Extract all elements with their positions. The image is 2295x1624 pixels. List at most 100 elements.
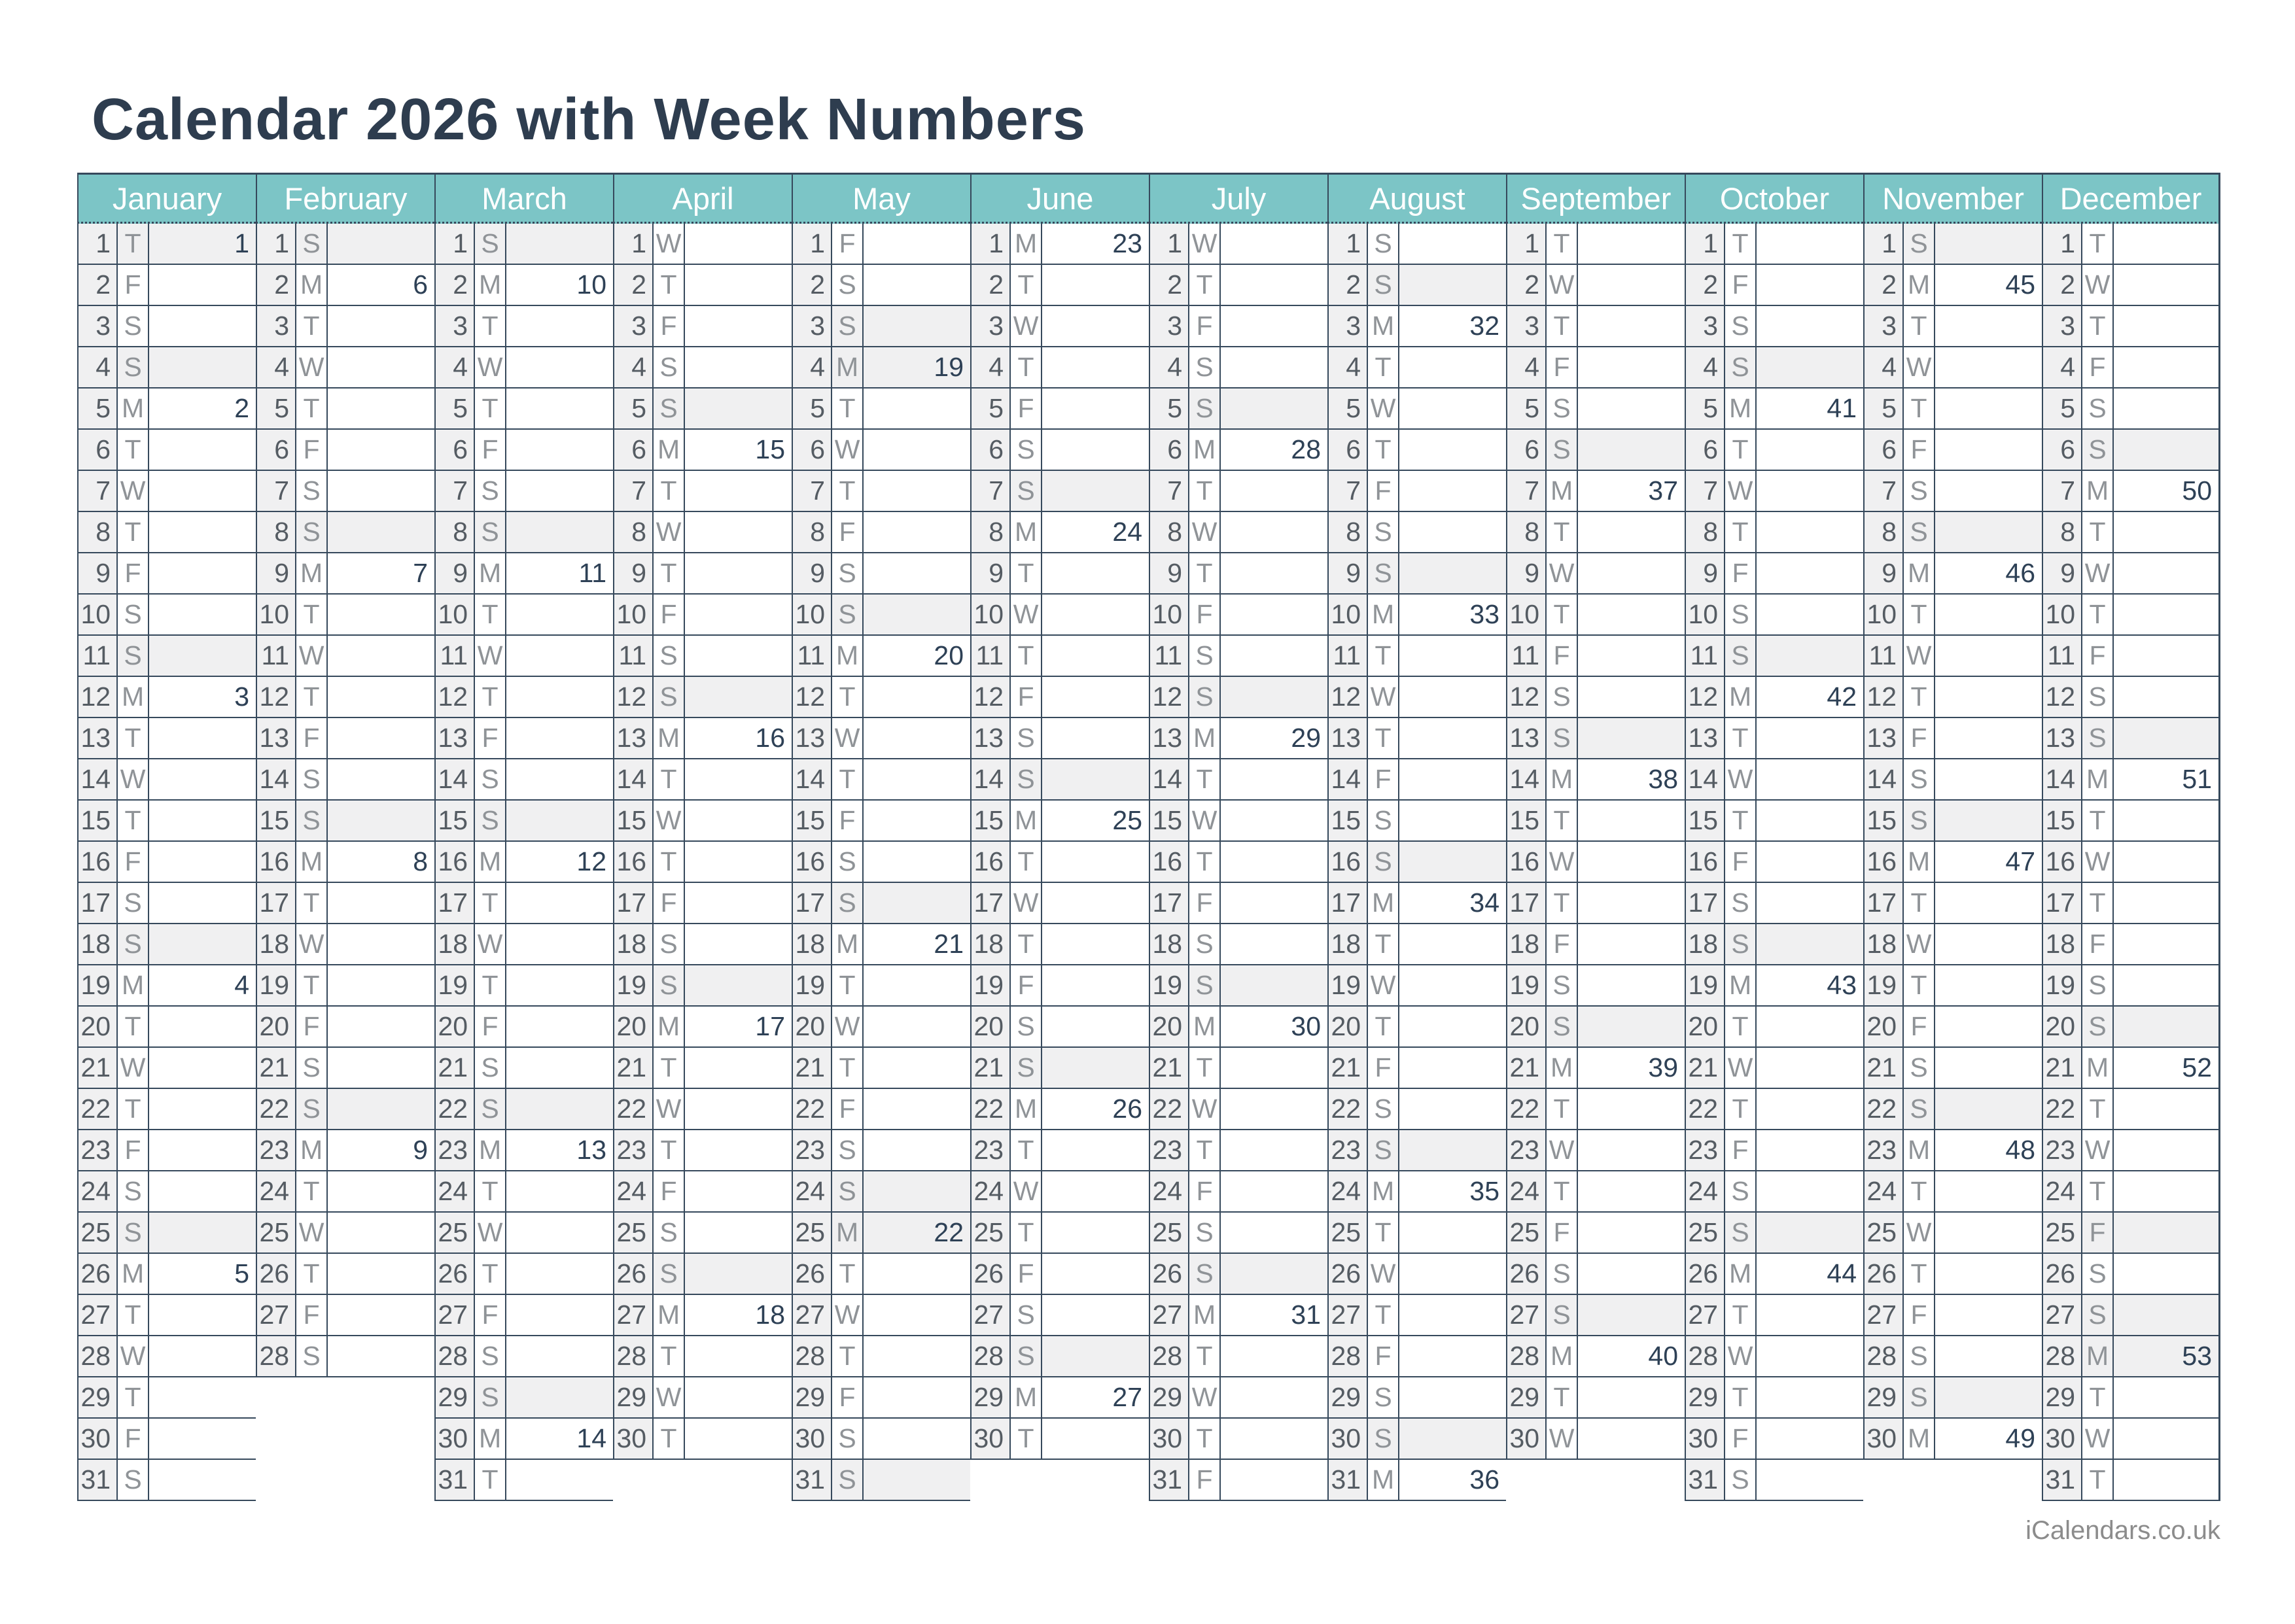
day-number-cell: 25 bbox=[1506, 1213, 1546, 1254]
week-number-cell bbox=[684, 1419, 792, 1460]
week-number-cell bbox=[2112, 389, 2220, 430]
week-number-cell: 16 bbox=[684, 718, 792, 759]
day-number-cell: 10 bbox=[1327, 595, 1367, 636]
day-letter-cell: F bbox=[295, 430, 327, 471]
day-row: 19 W bbox=[1327, 965, 1506, 1007]
day-row: 17 F bbox=[1149, 883, 1327, 924]
day-number-cell: 27 bbox=[613, 1295, 653, 1336]
day-letter-cell: S bbox=[831, 595, 863, 636]
day-row: 14 M 38 bbox=[1506, 759, 1685, 801]
week-number-cell bbox=[148, 883, 256, 924]
day-number-cell: 17 bbox=[2042, 883, 2082, 924]
week-number-cell bbox=[1755, 924, 1863, 965]
day-letter-cell: M bbox=[474, 842, 506, 883]
day-letter-cell: T bbox=[1545, 801, 1577, 842]
week-number-cell bbox=[1041, 347, 1149, 389]
week-number-cell bbox=[326, 1089, 434, 1130]
week-number-cell: 11 bbox=[505, 553, 613, 595]
day-number-cell: 7 bbox=[434, 471, 474, 512]
day-row: 24 T bbox=[434, 1171, 613, 1213]
day-letter-cell: M bbox=[1902, 1130, 1935, 1171]
week-number-cell: 42 bbox=[1755, 677, 1863, 718]
day-row: 29 W bbox=[1149, 1377, 1327, 1419]
week-number-cell bbox=[684, 636, 792, 677]
day-row: 24 S bbox=[792, 1171, 970, 1213]
day-number-cell: 26 bbox=[970, 1254, 1010, 1295]
day-number-cell: 1 bbox=[256, 224, 296, 265]
day-number-cell: 29 bbox=[613, 1377, 653, 1419]
day-letter-cell: M bbox=[116, 965, 149, 1007]
day-row: 16 S bbox=[792, 842, 970, 883]
week-number-cell: 2 bbox=[148, 389, 256, 430]
day-row: 26 T bbox=[792, 1254, 970, 1295]
day-letter-cell: M bbox=[1724, 1254, 1756, 1295]
month-column: May 1 F 2 S 3 S 4 M 19 5 T 6 W 7 T 8 F 9 S 10 S 11 M 20 12 T 13 W 14 T… bbox=[792, 173, 970, 1501]
week-number-cell bbox=[1934, 471, 2042, 512]
day-row: 28 W bbox=[77, 1336, 256, 1377]
day-letter-cell: S bbox=[2081, 965, 2113, 1007]
week-number-cell bbox=[326, 389, 434, 430]
day-row: 18 S bbox=[1685, 924, 1863, 965]
day-letter-cell: S bbox=[1188, 389, 1220, 430]
month-column: June 1 M 23 2 T 3 W 4 T 5 F 6 S 7 S 8 M 24 9 T 10 W 11 T 12 F 13 S 14… bbox=[970, 173, 1149, 1460]
day-row: 23 F bbox=[77, 1130, 256, 1171]
day-number-cell: 22 bbox=[613, 1089, 653, 1130]
week-number-cell bbox=[684, 1048, 792, 1089]
day-letter-cell: F bbox=[1545, 636, 1577, 677]
week-number-cell bbox=[1755, 1377, 1863, 1419]
day-row: 18 W bbox=[256, 924, 434, 965]
day-row: 13 M 29 bbox=[1149, 718, 1327, 759]
day-letter-cell: S bbox=[116, 636, 149, 677]
day-letter-cell: F bbox=[1367, 1048, 1399, 1089]
day-number-cell: 10 bbox=[2042, 595, 2082, 636]
week-number-cell bbox=[1041, 718, 1149, 759]
day-row: 25 F bbox=[1506, 1213, 1685, 1254]
week-number-cell: 34 bbox=[1398, 883, 1506, 924]
week-number-cell bbox=[2112, 965, 2220, 1007]
day-number-cell: 2 bbox=[1327, 265, 1367, 306]
day-number-cell: 10 bbox=[77, 595, 117, 636]
day-letter-cell: T bbox=[831, 471, 863, 512]
day-row: 28 M 53 bbox=[2042, 1336, 2220, 1377]
day-row: 21 T bbox=[792, 1048, 970, 1089]
day-letter-cell: S bbox=[2081, 718, 2113, 759]
day-number-cell: 27 bbox=[1506, 1295, 1546, 1336]
week-number-cell bbox=[1398, 265, 1506, 306]
day-row: 21 S bbox=[1863, 1048, 2042, 1089]
day-number-cell: 1 bbox=[613, 224, 653, 265]
day-number-cell: 20 bbox=[2042, 1007, 2082, 1048]
day-letter-cell: T bbox=[1902, 1254, 1935, 1295]
day-number-cell: 29 bbox=[2042, 1377, 2082, 1419]
week-number-cell bbox=[684, 1336, 792, 1377]
day-row: 30 W bbox=[1506, 1419, 1685, 1460]
day-row: 19 S bbox=[2042, 965, 2220, 1007]
day-letter-cell: T bbox=[295, 677, 327, 718]
week-number-cell bbox=[1398, 1089, 1506, 1130]
day-number-cell: 20 bbox=[970, 1007, 1010, 1048]
day-letter-cell: M bbox=[1009, 1089, 1042, 1130]
week-number-cell bbox=[1755, 224, 1863, 265]
week-number-cell bbox=[684, 512, 792, 553]
day-number-cell: 3 bbox=[2042, 306, 2082, 347]
month-header: July bbox=[1149, 173, 1327, 224]
day-number-cell: 16 bbox=[1506, 842, 1546, 883]
day-row: 28 T bbox=[1149, 1336, 1327, 1377]
week-number-cell bbox=[2112, 512, 2220, 553]
week-number-cell bbox=[684, 759, 792, 801]
day-number-cell: 25 bbox=[77, 1213, 117, 1254]
day-number-cell: 10 bbox=[792, 595, 832, 636]
day-row: 12 S bbox=[2042, 677, 2220, 718]
day-row: 20 S bbox=[1506, 1007, 1685, 1048]
day-letter-cell: T bbox=[1545, 1089, 1577, 1130]
day-letter-cell: S bbox=[1009, 1007, 1042, 1048]
day-letter-cell: F bbox=[1188, 595, 1220, 636]
day-row: 21 W bbox=[1685, 1048, 1863, 1089]
